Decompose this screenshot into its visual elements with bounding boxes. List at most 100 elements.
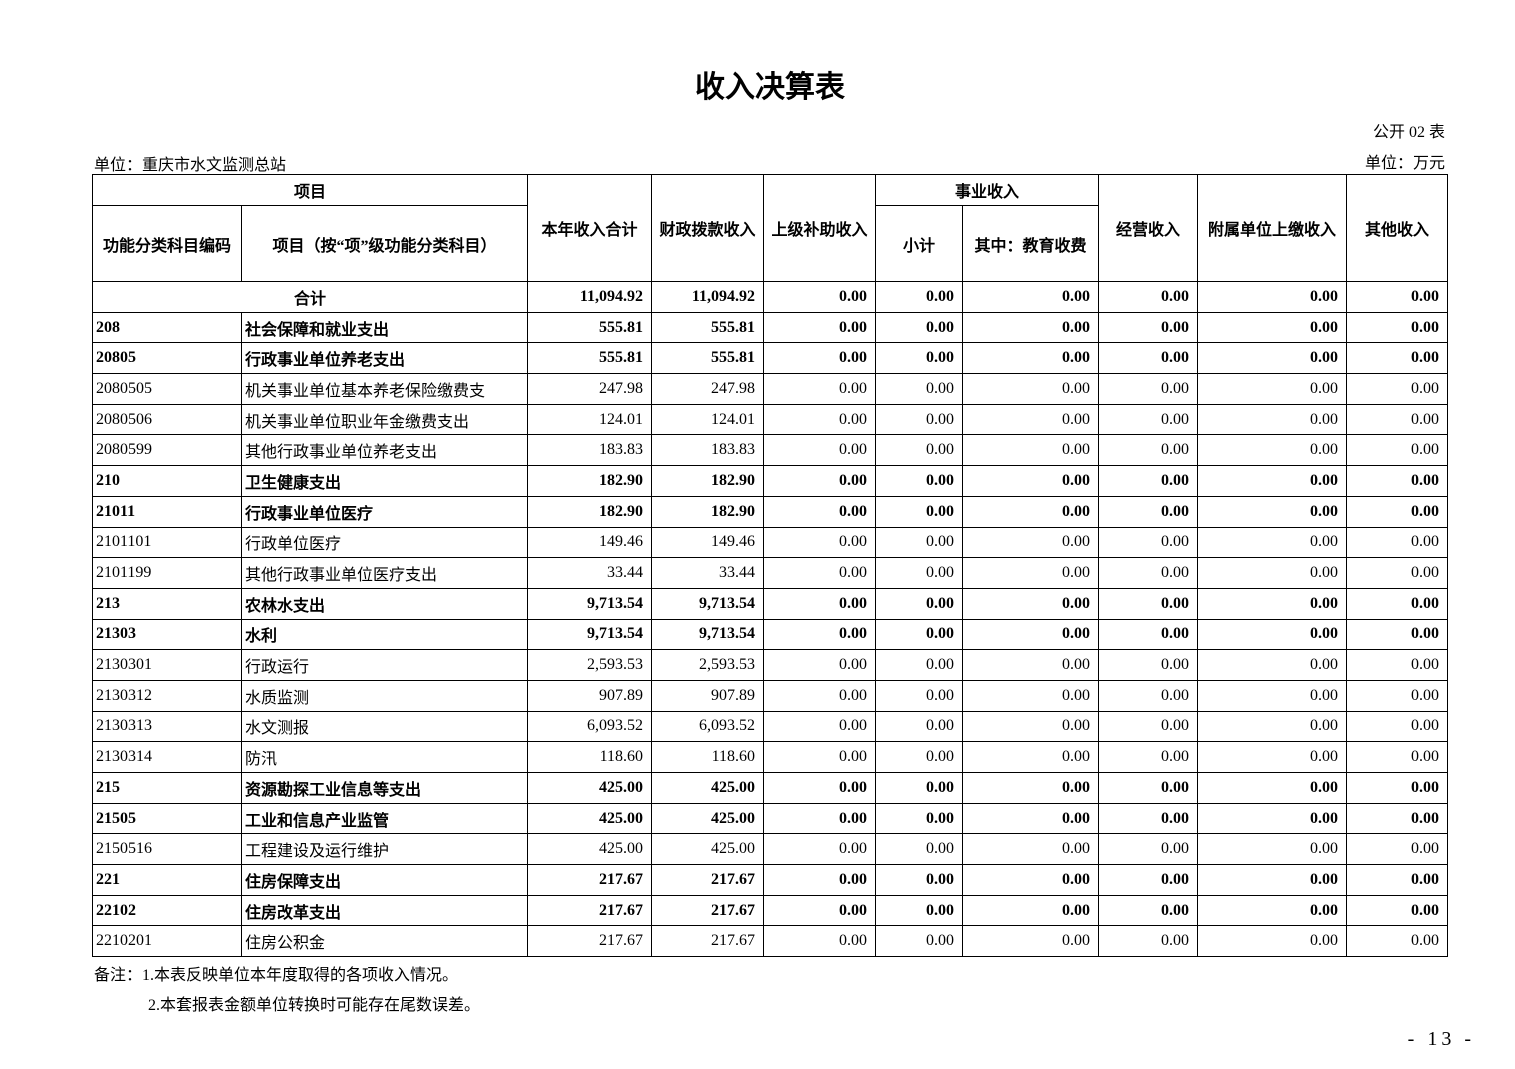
row-value: 0.00 xyxy=(1098,587,1198,620)
row-value: 0.00 xyxy=(1197,894,1347,927)
row-value: 0.00 xyxy=(763,679,876,712)
row-value: 0.00 xyxy=(875,495,963,528)
table-row: 2080599 其他行政事业单位养老支出 183.83 183.83 0.00 0.00 0… xyxy=(92,434,1448,467)
row-value: 217.67 xyxy=(527,925,652,958)
row-name: 行政事业单位医疗 xyxy=(241,495,528,528)
row-value: 0.00 xyxy=(962,434,1099,467)
row-value: 0.00 xyxy=(763,710,876,743)
total-value: 0.00 xyxy=(1197,281,1347,313)
row-name: 水利 xyxy=(241,618,528,651)
row-value: 0.00 xyxy=(1098,342,1198,375)
row-code: 22102 xyxy=(92,894,242,927)
row-value: 0.00 xyxy=(1098,833,1198,866)
row-name: 工程建设及运行维护 xyxy=(241,833,528,866)
row-value: 0.00 xyxy=(763,833,876,866)
row-code: 2080599 xyxy=(92,434,242,467)
row-value: 0.00 xyxy=(962,772,1099,804)
row-code: 2080505 xyxy=(92,373,242,405)
total-value: 0.00 xyxy=(962,281,1099,313)
table-row: 2080506 机关事业单位职业年金缴费支出 124.01 124.01 0.00 0.0… xyxy=(92,403,1448,436)
total-label: 合计 xyxy=(92,281,528,313)
row-value: 425.00 xyxy=(527,833,652,866)
header-superior: 上级补助收入 xyxy=(763,174,876,282)
row-value: 0.00 xyxy=(1197,679,1347,712)
row-value: 0.00 xyxy=(875,741,963,773)
row-value: 0.00 xyxy=(1197,587,1347,620)
row-value: 0.00 xyxy=(875,802,963,835)
row-value: 0.00 xyxy=(1346,864,1448,896)
row-value: 182.90 xyxy=(651,495,764,528)
row-value: 0.00 xyxy=(962,495,1099,528)
header-code: 功能分类科目编码 xyxy=(92,205,242,282)
row-value: 0.00 xyxy=(1197,772,1347,804)
row-value: 0.00 xyxy=(962,710,1099,743)
row-value: 0.00 xyxy=(763,587,876,620)
row-value: 0.00 xyxy=(1197,342,1347,375)
row-value: 0.00 xyxy=(962,679,1099,712)
table-row: 2150516 工程建设及运行维护 425.00 425.00 0.00 0.00 0.00… xyxy=(92,833,1448,866)
row-value: 33.44 xyxy=(527,557,652,589)
row-value: 425.00 xyxy=(651,802,764,835)
row-value: 217.67 xyxy=(527,864,652,896)
row-name: 水质监测 xyxy=(241,679,528,712)
row-value: 0.00 xyxy=(1098,403,1198,436)
row-value: 0.00 xyxy=(1098,434,1198,467)
row-value: 0.00 xyxy=(875,373,963,405)
header-operating: 经营收入 xyxy=(1098,174,1198,282)
row-value: 0.00 xyxy=(763,802,876,835)
total-value: 0.00 xyxy=(1098,281,1198,313)
row-value: 182.90 xyxy=(527,465,652,497)
table-row: 2130312 水质监测 907.89 907.89 0.00 0.00 0.00 0.00 0… xyxy=(92,679,1448,712)
row-value: 0.00 xyxy=(875,649,963,681)
header-edu: 其中：教育收费 xyxy=(962,205,1099,282)
row-code: 2130314 xyxy=(92,741,242,773)
row-value: 0.00 xyxy=(1197,802,1347,835)
row-name: 防汛 xyxy=(241,741,528,773)
row-value: 0.00 xyxy=(875,557,963,589)
row-value: 0.00 xyxy=(962,311,1099,344)
row-value: 217.67 xyxy=(651,864,764,896)
table-row: 2130314 防汛 118.60 118.60 0.00 0.00 0.00 0.00 0.0… xyxy=(92,741,1448,773)
row-value: 425.00 xyxy=(651,833,764,866)
row-value: 0.00 xyxy=(1197,864,1347,896)
row-value: 0.00 xyxy=(1346,833,1448,866)
row-value: 0.00 xyxy=(875,925,963,958)
row-name: 工业和信息产业监管 xyxy=(241,802,528,835)
row-value: 247.98 xyxy=(527,373,652,405)
row-value: 0.00 xyxy=(1346,772,1448,804)
row-value: 0.00 xyxy=(763,741,876,773)
table-row: 215 资源勘探工业信息等支出 425.00 425.00 0.00 0.00 0.00 0.… xyxy=(92,772,1448,804)
row-name: 行政运行 xyxy=(241,649,528,681)
table-row: 210 卫生健康支出 182.90 182.90 0.00 0.00 0.00 0.00 0.0… xyxy=(92,465,1448,497)
row-value: 0.00 xyxy=(763,649,876,681)
row-value: 124.01 xyxy=(527,403,652,436)
row-value: 0.00 xyxy=(1098,311,1198,344)
row-value: 0.00 xyxy=(962,864,1099,896)
row-value: 0.00 xyxy=(763,311,876,344)
row-value: 0.00 xyxy=(1197,403,1347,436)
row-value: 0.00 xyxy=(875,311,963,344)
row-value: 217.67 xyxy=(651,894,764,927)
row-value: 0.00 xyxy=(1098,741,1198,773)
row-name: 水文测报 xyxy=(241,710,528,743)
row-name: 行政事业单位养老支出 xyxy=(241,342,528,375)
row-value: 0.00 xyxy=(1098,526,1198,559)
row-value: 0.00 xyxy=(1346,649,1448,681)
row-value: 555.81 xyxy=(651,311,764,344)
row-name: 其他行政事业单位医疗支出 xyxy=(241,557,528,589)
row-value: 0.00 xyxy=(962,925,1099,958)
row-value: 0.00 xyxy=(1098,495,1198,528)
table-row: 208 社会保障和就业支出 555.81 555.81 0.00 0.00 0.00 0.00… xyxy=(92,311,1448,344)
row-value: 425.00 xyxy=(651,772,764,804)
row-code: 2101199 xyxy=(92,557,242,589)
row-value: 0.00 xyxy=(1197,373,1347,405)
row-value: 0.00 xyxy=(1197,495,1347,528)
row-value: 0.00 xyxy=(1346,710,1448,743)
row-code: 20805 xyxy=(92,342,242,375)
row-value: 0.00 xyxy=(875,434,963,467)
row-value: 0.00 xyxy=(1098,465,1198,497)
row-name: 行政单位医疗 xyxy=(241,526,528,559)
row-value: 217.67 xyxy=(527,894,652,927)
row-value: 0.00 xyxy=(875,403,963,436)
total-value: 11,094.92 xyxy=(527,281,652,313)
